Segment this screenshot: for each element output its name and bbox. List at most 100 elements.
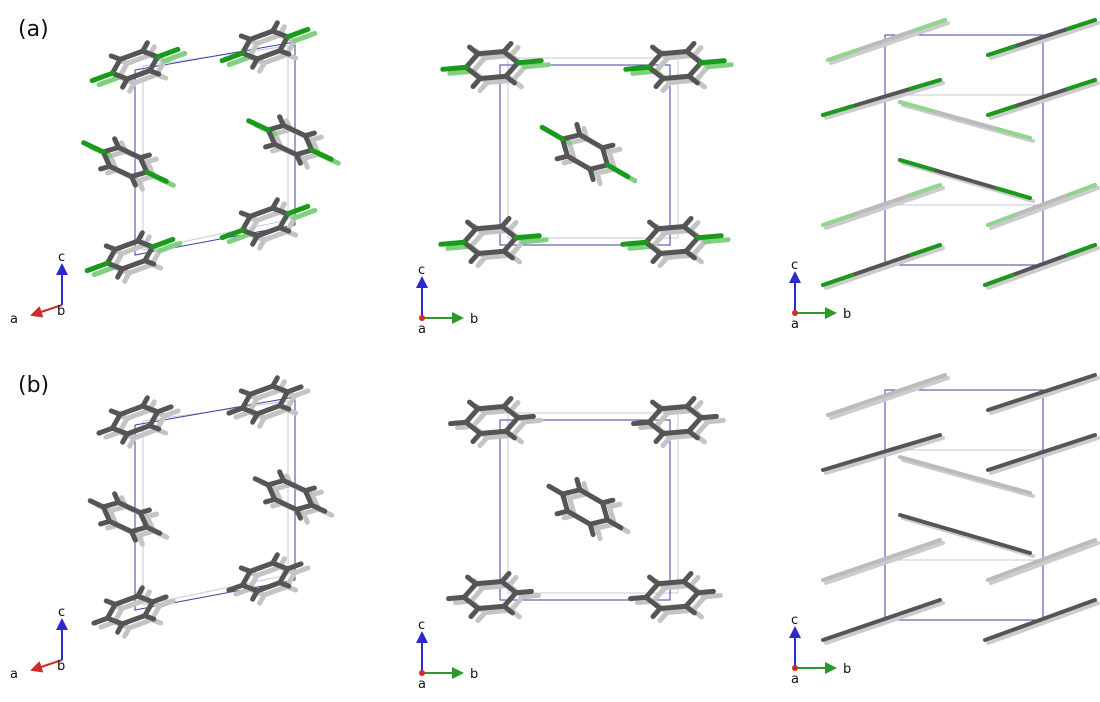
panel-label: (a) <box>18 17 49 42</box>
axis-label: c <box>418 263 425 278</box>
chlorine-bond <box>523 240 546 242</box>
cell-edge <box>500 65 670 245</box>
chlorine-bond <box>705 240 728 242</box>
hydrogen-bond <box>241 210 250 218</box>
hydrogen-bond <box>451 422 467 423</box>
hydrogen-bond <box>468 576 476 584</box>
hydrogen-bond <box>106 432 120 437</box>
hydrogen-bond <box>650 221 658 229</box>
axis-origin <box>419 315 425 321</box>
figure: (a) (b) cabcbacbacabcbacba <box>0 0 1100 702</box>
molecule <box>88 228 185 290</box>
chlorine-bond <box>623 242 646 244</box>
hydrogen-bond <box>123 273 132 281</box>
hydrogen-bond <box>123 628 132 636</box>
hydrogen-bond <box>158 407 172 412</box>
chlorine-bond <box>443 67 466 69</box>
hydrogen-bond <box>477 257 485 265</box>
molecule <box>823 185 943 228</box>
hydrogen-bond <box>111 53 120 61</box>
axis-label: c <box>418 618 425 633</box>
hydrogen-bond <box>683 218 691 226</box>
axis-label: a <box>10 667 18 682</box>
molecule <box>81 224 178 286</box>
hydrogen-bond <box>503 43 511 51</box>
chlorine-bond <box>698 236 721 238</box>
hydrogen-bond <box>693 47 701 55</box>
hydrogen-bond <box>271 23 280 31</box>
unit-cell <box>500 58 678 245</box>
hydrogen-bond <box>653 401 661 409</box>
molecule-edge <box>991 23 1098 58</box>
axis-label: c <box>791 258 798 273</box>
molecule <box>84 132 181 201</box>
hydrogen-bond <box>634 422 650 423</box>
hydrogen-bond <box>271 378 280 386</box>
hydrogen-bond <box>295 568 309 573</box>
hydrogen-bond <box>141 43 150 51</box>
hydrogen-bond <box>470 253 478 261</box>
hydrogen-bond <box>165 411 179 416</box>
unit-cell <box>885 35 1043 265</box>
hydrogen-bond <box>659 257 667 265</box>
hydrogen-bond <box>652 608 660 616</box>
chlorine-bond <box>542 127 562 139</box>
molecule-edge <box>991 438 1098 473</box>
hydrogen-bond <box>479 437 487 445</box>
hydrogen-bond <box>549 486 563 494</box>
axis-label: b <box>470 667 478 682</box>
panel-label: (b) <box>18 373 49 398</box>
hydrogen-bond <box>470 401 478 409</box>
chlorine-bond <box>516 236 539 238</box>
hydrogen-bond <box>468 221 476 229</box>
molecule <box>985 600 1098 643</box>
hydrogen-bond <box>288 387 302 392</box>
hydrogen-bond <box>141 398 150 406</box>
molecule <box>828 375 948 418</box>
hydrogen-bond <box>288 564 302 569</box>
hydrogen-bond <box>271 555 280 563</box>
hydrogen-bond <box>653 46 661 54</box>
hydrogen-bond <box>258 418 267 426</box>
hydrogen-bond <box>686 398 694 406</box>
molecule-edge <box>991 378 1098 413</box>
axis-origin <box>792 310 798 316</box>
ring <box>645 225 699 254</box>
hydrogen-bond <box>508 577 516 585</box>
axis-label: a <box>791 672 799 687</box>
hydrogen-bond <box>650 576 658 584</box>
chlorine-bond <box>441 242 464 244</box>
hydrogen-bond <box>236 412 250 417</box>
hydrogen-bond <box>525 420 541 421</box>
molecule <box>823 600 943 643</box>
chlorine-bond <box>518 61 541 63</box>
hydrogen-bond <box>106 598 115 606</box>
hydrogen-bond <box>271 200 280 208</box>
cell-edge <box>885 35 1043 265</box>
cell-edge <box>885 95 1043 205</box>
ring <box>264 120 316 159</box>
ring <box>645 580 699 609</box>
hydrogen-bond <box>516 591 532 592</box>
molecule <box>823 245 943 288</box>
hydrogen-bond <box>652 253 660 261</box>
hydrogen-bond <box>470 608 478 616</box>
molecule-edge <box>988 435 1095 470</box>
ring <box>463 225 517 254</box>
molecule <box>223 195 320 257</box>
hydrogen-bond <box>705 595 721 596</box>
hydrogen-bond <box>690 577 698 585</box>
hydrogen-bond <box>111 408 120 416</box>
axis-label: c <box>58 605 65 620</box>
hydrogen-bond <box>510 47 518 55</box>
hydrogen-bond <box>90 501 103 507</box>
molecule-edge <box>831 378 948 418</box>
hydrogen-bond <box>99 428 113 433</box>
hydrogen-bond <box>683 573 691 581</box>
chlorine-bond <box>701 61 724 63</box>
molecule <box>242 106 339 175</box>
molecule <box>532 110 637 194</box>
hydrogen-bond <box>503 398 511 406</box>
molecule-edge <box>991 83 1098 118</box>
molecule <box>223 18 320 80</box>
